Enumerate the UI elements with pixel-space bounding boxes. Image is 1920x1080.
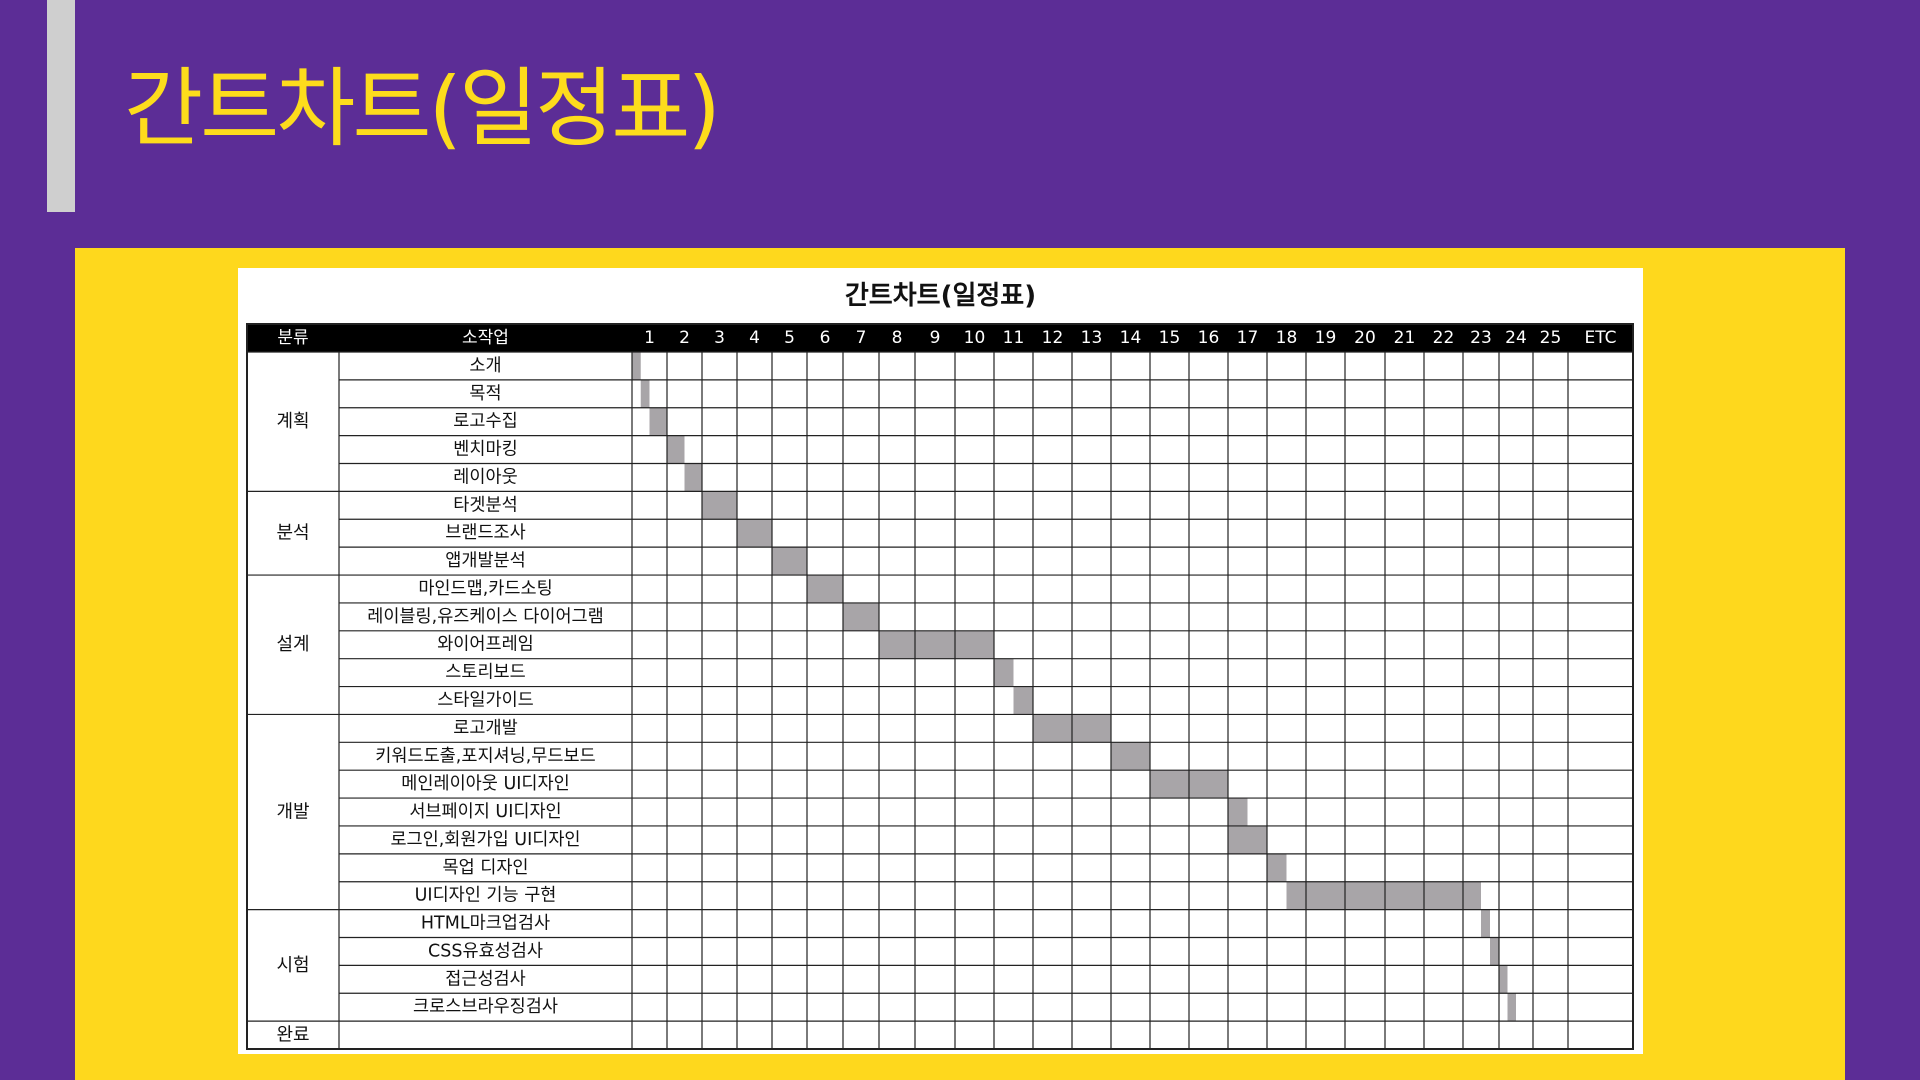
period-label: 7 <box>856 328 867 348</box>
task-label: 앱개발분석 <box>445 551 526 571</box>
task-label: 키워드도출,포지셔닝,무드보드 <box>375 746 595 766</box>
task-label: CSS유효성검사 <box>428 941 543 961</box>
period-label: 23 <box>1470 328 1492 348</box>
period-label: 13 <box>1081 328 1103 348</box>
task-label: 로고수집 <box>453 412 517 432</box>
task-label: 서브페이지 UI디자인 <box>409 802 561 822</box>
gantt-bar <box>1481 910 1490 938</box>
period-label: 14 <box>1120 328 1142 348</box>
gantt-bar <box>772 547 807 575</box>
period-label: 20 <box>1354 328 1376 348</box>
period-label: 6 <box>820 328 831 348</box>
period-label: ETC <box>1585 328 1617 348</box>
task-label: 메인레이아웃 UI디자인 <box>401 774 569 794</box>
period-label: 19 <box>1315 328 1337 348</box>
task-label: 목적 <box>469 384 501 404</box>
gantt-bar <box>685 464 703 492</box>
task-label: 브랜드조사 <box>445 523 526 543</box>
period-label: 22 <box>1433 328 1455 348</box>
task-label: 스토리보드 <box>445 663 526 683</box>
gantt-bar <box>994 659 1014 687</box>
task-label: 로그인,회원가입 UI디자인 <box>390 830 580 850</box>
task-label: 크로스브라우징검사 <box>413 997 558 1017</box>
period-label: 2 <box>679 328 690 348</box>
gantt-bar <box>1228 826 1267 854</box>
period-label: 18 <box>1276 328 1298 348</box>
period-label: 5 <box>784 328 795 348</box>
gantt-bar <box>737 519 772 547</box>
task-label: 소개 <box>469 356 501 376</box>
task-label: 로고개발 <box>453 718 517 738</box>
task-label: 레이아웃 <box>453 467 517 487</box>
task-label: 목업 디자인 <box>442 858 528 878</box>
gantt-bar <box>650 408 668 436</box>
task-label: 레이블링,유즈케이스 다이어그램 <box>367 607 604 627</box>
gantt-bar <box>1508 993 1517 1021</box>
category-label: 계획 <box>276 411 309 432</box>
gantt-bar <box>1490 937 1499 965</box>
period-label: 25 <box>1540 328 1562 348</box>
period-label: 15 <box>1159 328 1181 348</box>
task-label: 스타일가이드 <box>437 691 534 711</box>
category-label: 분석 <box>276 523 309 544</box>
period-label: 3 <box>714 328 725 348</box>
period-label: 17 <box>1237 328 1259 348</box>
task-label: 벤치마킹 <box>453 440 517 460</box>
category-label: 완료 <box>276 1025 309 1046</box>
gantt-bar <box>1267 854 1287 882</box>
period-label: 24 <box>1505 328 1527 348</box>
period-label: 16 <box>1198 328 1220 348</box>
task-label: 타겟분석 <box>453 495 517 515</box>
gantt-bar <box>667 436 685 464</box>
gantt-bar <box>1499 965 1508 993</box>
gantt-bar <box>879 631 994 659</box>
gantt-bar <box>1287 882 1482 910</box>
task-label: 접근성검사 <box>445 969 526 989</box>
gantt-bar <box>807 575 843 603</box>
period-label: 4 <box>749 328 760 348</box>
gantt-bar <box>843 603 879 631</box>
category-label: 개발 <box>276 802 309 823</box>
header-category: 분류 <box>277 328 308 348</box>
period-label: 11 <box>1003 328 1025 348</box>
category-label: 시험 <box>276 955 309 976</box>
gantt-bar <box>1228 798 1248 826</box>
period-label: 10 <box>964 328 986 348</box>
period-label: 8 <box>892 328 903 348</box>
task-label: UI디자인 기능 구현 <box>415 886 557 906</box>
task-label: 마인드맵,카드소팅 <box>418 579 552 599</box>
gantt-bar <box>641 380 650 408</box>
gantt-bar <box>702 491 737 519</box>
period-label: 9 <box>930 328 941 348</box>
category-label: 설계 <box>276 634 309 655</box>
task-label: HTML마크업검사 <box>421 914 550 934</box>
period-label: 1 <box>644 328 655 348</box>
header-task: 소작업 <box>462 328 509 348</box>
gantt-bar <box>1014 687 1034 715</box>
period-label: 21 <box>1394 328 1416 348</box>
period-label: 12 <box>1042 328 1064 348</box>
task-label: 와이어프레임 <box>437 635 534 655</box>
gantt-bar <box>632 352 641 380</box>
gantt-bar <box>1111 742 1150 770</box>
